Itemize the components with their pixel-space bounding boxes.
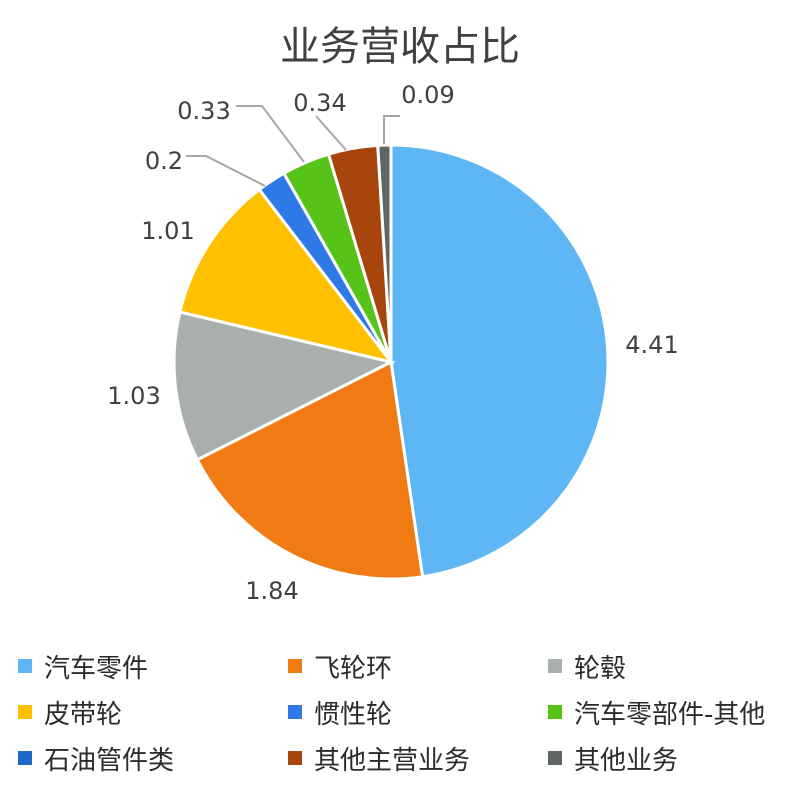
legend-swatch [548,659,562,673]
pie-slice-3 [178,187,395,365]
data-label-3: 1.01 [141,217,194,245]
leader-line-7 [315,115,347,151]
legend-label: 汽车零部件-其他 [574,699,766,730]
legend-label: 轮毂 [574,653,627,684]
legend-swatch [288,705,302,719]
legend-item: 汽车零件 [18,650,288,684]
legend-label: 惯性轮 [314,699,393,730]
legend-swatch [548,705,562,719]
legend-label: 其他主营业务 [314,745,471,776]
legend-label: 皮带轮 [44,699,123,730]
data-label-5: 0.33 [177,97,230,125]
pie-chart: 业务营收占比 4.41 1.84 1.03 1.01 0.2 0.33 0.34 0.09 [107,24,678,605]
chart-title: 业务营收占比 [280,24,520,70]
legend-item: 轮毂 [548,650,798,684]
legend-swatch [18,659,32,673]
data-label-0: 4.41 [625,331,678,359]
legend-item: 石油管件类 [18,742,288,776]
legend-label: 其他业务 [574,745,679,776]
pie-slice-8 [376,143,393,363]
pie-slice-2 [172,310,396,462]
data-label-1: 1.84 [245,577,298,605]
legend-label: 汽车零件 [44,653,149,684]
pie-slice-1 [195,359,425,581]
data-label-7: 0.34 [293,89,346,117]
legend-item: 惯性轮 [288,696,548,730]
legend-item: 飞轮环 [288,650,548,684]
legend-item: 汽车零部件-其他 [548,696,798,730]
legend-label: 石油管件类 [44,745,175,776]
legend-swatch [288,659,302,673]
legend-item: 其他业务 [548,742,798,776]
leader-line-5 [236,105,305,163]
legend-item: 皮带轮 [18,696,288,730]
chart-legend: 汽车零件 飞轮环 轮毂皮带轮 惯性轮 汽车零部件-其他石油管件类 其他主营业务 其他业务 [18,650,798,776]
data-label-8: 0.09 [401,81,454,109]
pie-slice-0 [389,143,610,579]
data-label-4: 0.2 [145,147,183,175]
leader-line-8 [383,115,400,144]
legend-label: 飞轮环 [314,653,393,684]
legend-swatch [288,751,302,765]
legend-swatch [18,705,32,719]
leader-line-4 [186,155,266,187]
data-label-2: 1.03 [107,382,160,410]
legend-swatch [548,751,562,765]
legend-swatch [18,751,32,765]
legend-item: 其他主营业务 [288,742,548,776]
